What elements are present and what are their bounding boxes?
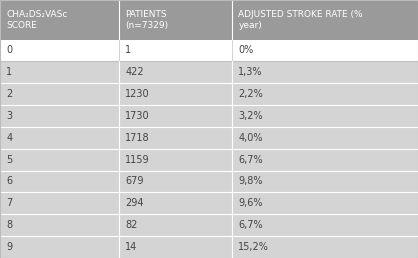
Text: 15,2%: 15,2% [238,242,269,252]
Text: 3,2%: 3,2% [238,111,263,121]
Text: 6: 6 [6,176,13,187]
Bar [232,192,418,214]
Text: 0%: 0% [238,45,253,55]
Text: 294: 294 [125,198,144,208]
Bar [0,171,119,192]
Text: 5: 5 [6,155,13,165]
Bar [0,40,119,61]
Text: 0: 0 [6,45,13,55]
Bar [0,149,119,171]
Bar [119,83,232,105]
Text: 422: 422 [125,67,144,77]
Text: 1730: 1730 [125,111,150,121]
Text: 9,8%: 9,8% [238,176,263,187]
Text: 9: 9 [6,242,13,252]
Text: 14: 14 [125,242,138,252]
Bar [119,40,232,61]
Text: 2,2%: 2,2% [238,89,263,99]
Text: 1: 1 [6,67,13,77]
Bar [119,105,232,127]
Bar [0,83,119,105]
Text: 1230: 1230 [125,89,150,99]
Bar [232,171,418,192]
Bar [232,127,418,149]
Bar [232,105,418,127]
Bar [0,0,119,40]
Text: 7: 7 [6,198,13,208]
Text: 1159: 1159 [125,155,150,165]
Bar [232,214,418,236]
Text: 1718: 1718 [125,133,150,143]
Bar [0,61,119,83]
Text: 6,7%: 6,7% [238,155,263,165]
Text: 1,3%: 1,3% [238,67,263,77]
Text: 82: 82 [125,220,138,230]
Bar [232,0,418,40]
Bar [119,236,232,258]
Text: 4,0%: 4,0% [238,133,263,143]
Bar [0,105,119,127]
Bar [0,214,119,236]
Bar [119,171,232,192]
Bar [232,61,418,83]
Bar [0,127,119,149]
Bar [119,61,232,83]
Bar [232,149,418,171]
Bar [119,149,232,171]
Bar [119,127,232,149]
Bar [0,236,119,258]
Bar [119,192,232,214]
Text: PATIENTS
(n=7329): PATIENTS (n=7329) [125,10,168,30]
Bar [0,192,119,214]
Text: 3: 3 [6,111,13,121]
Text: 6,7%: 6,7% [238,220,263,230]
Bar [232,236,418,258]
Bar [119,214,232,236]
Text: 1: 1 [125,45,132,55]
Text: 4: 4 [6,133,13,143]
Text: 9,6%: 9,6% [238,198,263,208]
Bar [232,40,418,61]
Text: CHA₂DS₂VASc
SCORE: CHA₂DS₂VASc SCORE [6,10,68,30]
Text: 8: 8 [6,220,13,230]
Text: 2: 2 [6,89,13,99]
Text: 679: 679 [125,176,144,187]
Bar [119,0,232,40]
Bar [232,83,418,105]
Text: ADJUSTED STROKE RATE (%
year): ADJUSTED STROKE RATE (% year) [238,10,363,30]
